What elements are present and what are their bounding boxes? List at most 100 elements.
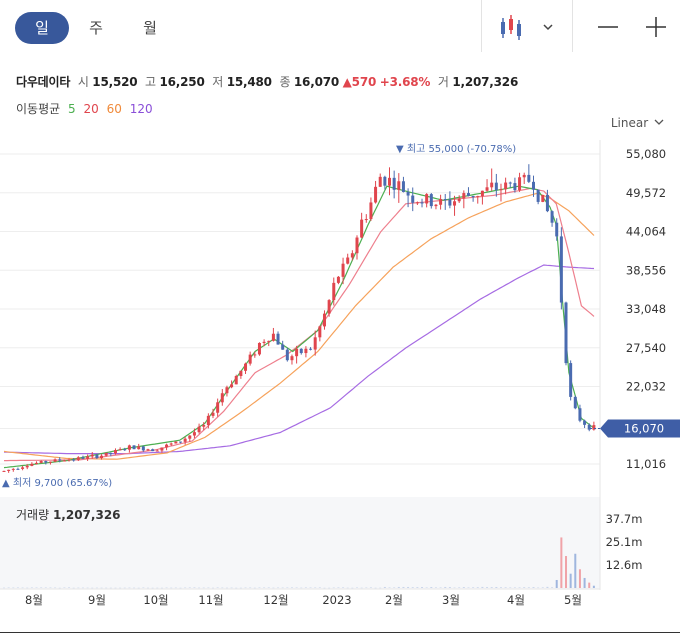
ma120-legend[interactable]: 120 — [129, 102, 153, 116]
ma5-line — [3, 185, 595, 469]
candle — [109, 452, 113, 454]
low-annotation: ▲ 최저 9,700 (65.67%) — [2, 477, 112, 489]
low-label: 저 — [212, 75, 224, 89]
ma60-legend[interactable]: 60 — [106, 102, 122, 116]
volume-panel-value: 1,207,326 — [52, 508, 121, 522]
candle — [206, 415, 210, 426]
candle — [248, 354, 252, 364]
candle — [100, 455, 104, 459]
candle — [48, 461, 52, 463]
y-tick-label: 55,080 — [626, 147, 666, 161]
candle — [378, 176, 382, 187]
candle — [531, 181, 535, 190]
candle — [383, 176, 387, 186]
candle — [202, 425, 206, 427]
candle — [541, 194, 545, 202]
scale-mode-dropdown[interactable]: Linear — [611, 116, 666, 130]
candle — [72, 459, 76, 461]
candle — [146, 449, 150, 451]
close-value: 16,070 — [293, 75, 340, 89]
candle — [67, 459, 71, 461]
candle — [234, 376, 238, 385]
candle — [192, 432, 196, 436]
candle — [536, 189, 540, 202]
ma20-legend[interactable]: 20 — [83, 102, 99, 116]
candle — [555, 222, 559, 237]
candle — [53, 459, 57, 462]
x-tick-label: 2023 — [322, 593, 351, 607]
candle — [16, 468, 20, 470]
candle — [425, 194, 429, 204]
candle — [522, 174, 526, 178]
current-price-tag — [600, 419, 680, 438]
ma120-line — [4, 264, 595, 455]
candle — [7, 469, 11, 471]
candle — [462, 193, 466, 199]
candle — [244, 363, 248, 371]
x-tick-label: 2월 — [385, 593, 403, 607]
x-tick-label: 3월 — [442, 593, 460, 607]
candle — [443, 199, 447, 201]
high-annotation: ▼ 최고 55,000 (-70.78%) — [396, 143, 516, 155]
candle — [369, 202, 373, 220]
candle — [267, 340, 271, 342]
candle — [21, 467, 25, 469]
candle — [253, 354, 257, 356]
bottom-divider — [0, 632, 680, 633]
open-value: 15,520 — [92, 75, 138, 89]
change-value: 570 — [351, 75, 377, 89]
x-tick-label: 5월 — [564, 593, 582, 607]
stock-name: 다우데이타 — [16, 75, 71, 89]
candle — [230, 384, 234, 388]
candle — [276, 333, 280, 345]
tab-monthly[interactable]: 월 — [143, 19, 157, 37]
candlestick-icon[interactable] — [495, 10, 531, 44]
candle — [453, 201, 457, 206]
candle — [490, 182, 494, 188]
candle — [39, 461, 43, 463]
candle — [420, 202, 424, 204]
candle — [313, 337, 317, 350]
chevron-down-icon[interactable] — [536, 10, 560, 44]
candle — [578, 408, 582, 421]
plus-icon[interactable] — [638, 10, 674, 44]
candle — [216, 402, 220, 413]
candle — [304, 348, 308, 354]
candle — [355, 237, 359, 254]
candle — [429, 194, 433, 207]
x-tick-label: 8월 — [25, 593, 43, 607]
candle — [406, 191, 410, 196]
candle — [239, 370, 243, 377]
y-tick-label: 33,048 — [626, 302, 666, 316]
y-tick-label: 22,032 — [626, 380, 666, 394]
divider — [572, 0, 573, 52]
candle — [169, 443, 173, 445]
candle — [127, 445, 131, 450]
candle — [197, 426, 201, 433]
ohlc-info-line: 다우데이타 시 15,520 고 16,250 저 15,480 종 16,07… — [16, 73, 518, 90]
candle — [262, 341, 266, 343]
ma5-legend[interactable]: 5 — [68, 102, 76, 116]
candle — [322, 313, 326, 327]
y-tick-label: 49,572 — [626, 186, 666, 200]
candle — [165, 444, 169, 448]
candle — [569, 363, 573, 397]
candle — [30, 463, 34, 466]
candle — [332, 282, 336, 301]
tab-weekly[interactable]: 주 — [89, 19, 103, 37]
candle — [471, 195, 475, 198]
x-tick-label: 10월 — [143, 593, 168, 607]
minus-icon[interactable] — [590, 10, 626, 44]
candle — [141, 446, 145, 451]
candle — [499, 189, 503, 191]
candle — [188, 435, 192, 439]
candle — [411, 195, 415, 203]
y-tick-label: 11,016 — [626, 457, 666, 471]
candle — [508, 182, 512, 184]
candle — [35, 462, 39, 464]
candle — [183, 438, 187, 442]
tab-daily[interactable]: 일 — [15, 12, 69, 44]
ma-label: 이동평균 — [16, 102, 61, 116]
candle — [11, 468, 15, 470]
volume-value: 1,207,326 — [452, 75, 519, 89]
